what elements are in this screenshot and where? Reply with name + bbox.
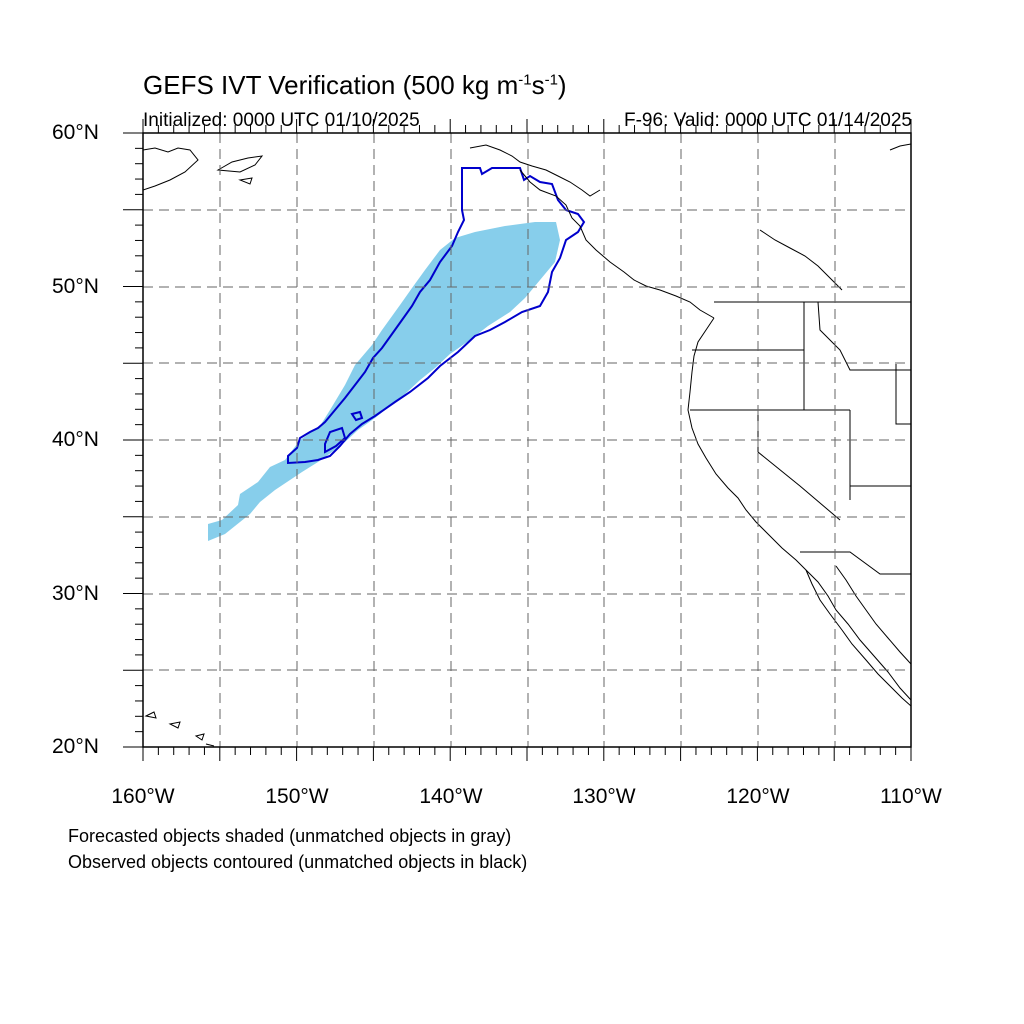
lat-label-30: 30°N bbox=[52, 582, 99, 605]
lat-label-50: 50°N bbox=[52, 275, 99, 298]
boundary-wyoming bbox=[817, 301, 911, 371]
boundary-nevada-california bbox=[757, 410, 841, 521]
observed-object-blob bbox=[350, 410, 364, 422]
coastline-alaska bbox=[143, 147, 199, 191]
forecast-note: Forecasted objects shaded (unmatched obj… bbox=[68, 826, 512, 846]
lat-label-40: 40°N bbox=[52, 428, 99, 451]
coastline-lake bbox=[759, 229, 843, 291]
coastline-gulf-of-california bbox=[835, 565, 911, 665]
observed-note: Observed objects contoured (unmatched ob… bbox=[68, 852, 528, 872]
lon-label-140w: 140°W bbox=[419, 785, 483, 808]
boundary-montana bbox=[895, 364, 911, 425]
coastline-gulf-of-alaska bbox=[469, 144, 601, 197]
lon-label-130w: 130°W bbox=[572, 785, 636, 808]
lon-label-120w: 120°W bbox=[726, 785, 790, 808]
coastline-baja-california bbox=[805, 569, 911, 707]
hawaii-islands bbox=[144, 711, 215, 747]
boundary-us-mexico bbox=[800, 551, 911, 575]
observed-object-contour bbox=[287, 167, 586, 465]
axis-ticks bbox=[123, 119, 912, 761]
map-grid bbox=[143, 133, 911, 747]
lat-label-60: 60°N bbox=[52, 121, 99, 144]
coastline-us-west bbox=[687, 317, 911, 701]
initialized-time: Initialized: 0000 UTC 01/10/2025 bbox=[143, 110, 420, 131]
lon-label-110w: 110°W bbox=[880, 785, 942, 808]
figure-title: GEFS IVT Verification (500 kg m-1s-1) bbox=[143, 70, 567, 100]
coastline-alaska-islands bbox=[216, 155, 264, 185]
lon-label-160w: 160°W bbox=[111, 785, 175, 808]
observed-object-hole bbox=[324, 426, 347, 454]
forecast-object-shade bbox=[208, 222, 560, 541]
coastline-bc-panhandle bbox=[519, 169, 715, 319]
coastline-canada-arctic bbox=[889, 143, 911, 151]
lat-label-20: 20°N bbox=[52, 735, 99, 758]
lon-label-150w: 150°W bbox=[265, 785, 329, 808]
